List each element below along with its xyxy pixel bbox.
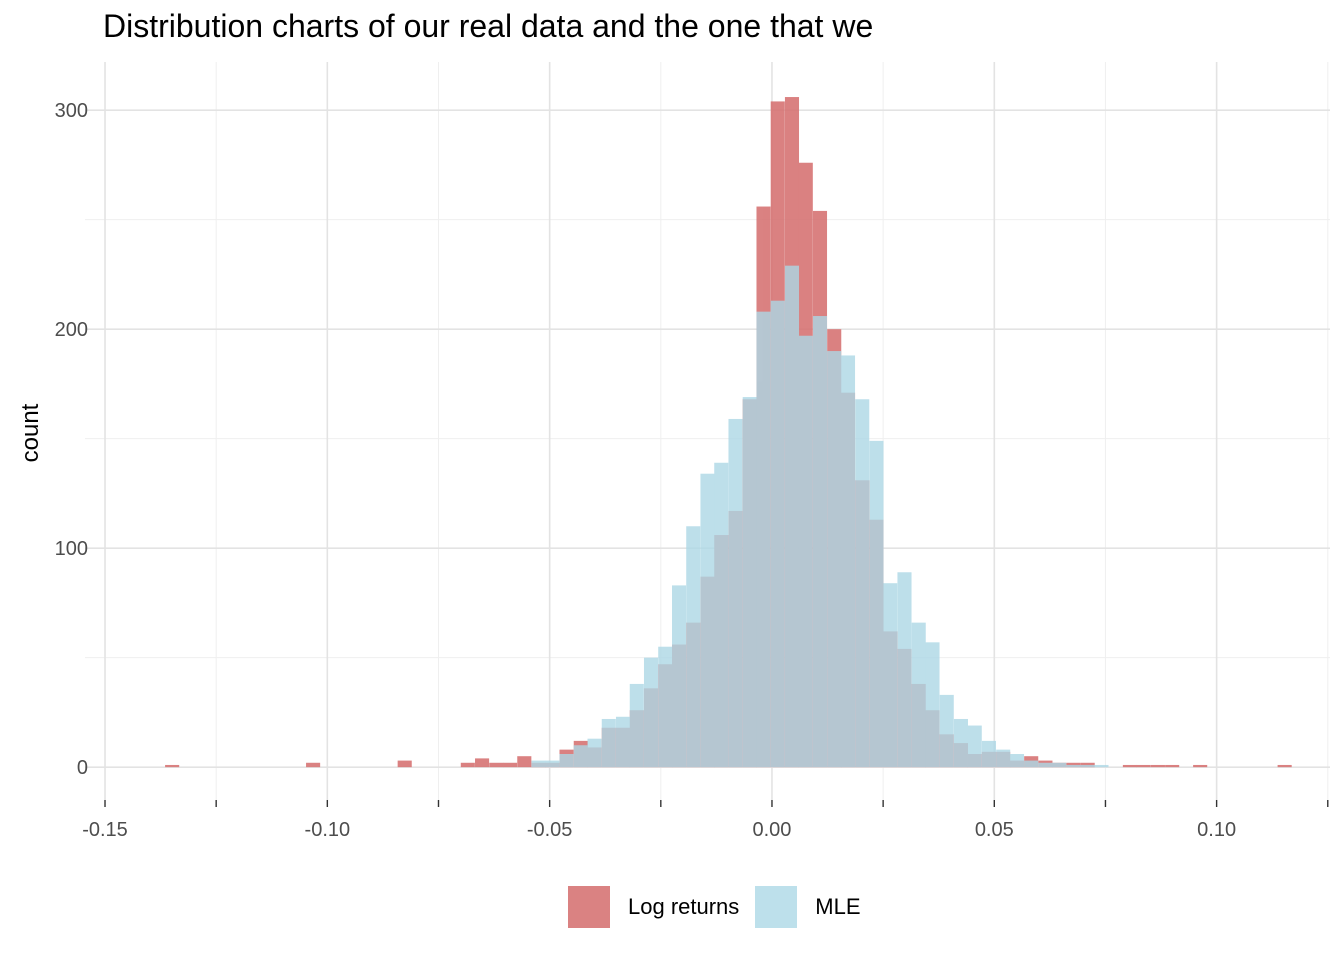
mle-bar [1038,762,1053,768]
y-axis-title: count [17,403,44,462]
log-returns-bar [503,762,518,768]
x-tick-labels: -0.15 -0.10 -0.05 0.00 0.05 0.10 [82,819,1236,841]
log-returns-bar [397,760,412,768]
log-returns-bar [1165,764,1180,768]
mle-bar [573,745,588,768]
mle-bar [629,683,644,768]
log-returns-bar [165,764,180,768]
y-tick-label: 100 [55,538,88,560]
mle-bar [953,718,968,768]
x-tick-label: 0.00 [753,819,792,841]
mle-bar [798,335,813,768]
minor-gridlines [85,62,1330,800]
mle-bar [742,397,757,768]
log-returns-bar [460,762,475,768]
log-returns-bar [1136,764,1151,768]
x-tick-label: 0.10 [1197,819,1236,841]
log-returns-bars [165,97,1292,768]
y-tick-label: 300 [55,100,88,122]
mle-bar [728,418,743,768]
x-tick-label: 0.05 [975,819,1014,841]
mle-bar [700,473,715,768]
mle-bar [939,694,954,768]
mle-bar [840,355,856,768]
mle-bar [996,749,1011,768]
log-returns-bar [1122,764,1137,768]
log-returns-bar [1150,764,1165,768]
mle-bar [559,754,574,768]
mle-bar [911,622,926,768]
log-returns-bar [306,762,321,768]
mle-bar [658,646,673,768]
y-tick-label: 200 [55,319,88,341]
legend-item-mle: MLE [755,886,861,928]
legend-label-log-returns: Log returns [628,894,740,919]
legend-key-log-returns [568,886,610,928]
mle-bar [671,585,687,768]
mle-bar [1052,762,1067,768]
mle-bar [1094,764,1109,768]
mle-bar [615,716,631,768]
mle-bar [812,316,828,768]
legend-label-mle: MLE [815,894,861,919]
mle-bar [784,265,800,768]
mle-bar [981,740,997,768]
mle-bar [897,572,912,768]
y-tick-labels: 0 100 200 300 [55,100,88,779]
mle-bar [869,440,884,768]
log-returns-bar [517,756,532,768]
major-gridlines [85,62,1330,800]
mle-bar [827,351,842,768]
log-returns-bar [475,758,490,768]
chart-title: Distribution charts of our real data and… [103,8,874,44]
legend-key-mle [755,886,798,928]
mle-bar [1080,764,1095,768]
log-returns-bar [1277,764,1292,768]
mle-bar [686,526,701,768]
x-tick-label: -0.10 [305,819,351,841]
axis-ticks [104,800,1329,807]
y-tick-label: 0 [77,757,88,779]
mle-bar [531,760,546,768]
mle-bar [1066,764,1081,768]
mle-bar [883,583,898,768]
mle-bar [756,311,771,768]
mle-bar [1009,754,1025,768]
log-returns-bar [489,762,504,768]
mle-bar [855,399,870,768]
x-tick-label: -0.15 [82,819,128,841]
mle-bar [587,738,602,768]
mle-bar [714,462,729,768]
mle-bar [770,300,785,768]
mle-bar [1024,760,1039,768]
mle-bar [967,725,982,768]
mle-bar [545,760,560,768]
x-tick-label: -0.05 [527,819,573,841]
mle-bar [643,657,659,768]
mle-bar [925,642,940,768]
mle-bars [531,265,1109,768]
legend-item-log-returns: Log returns [568,886,739,928]
mle-bar [601,718,616,768]
log-returns-bar [1193,764,1208,768]
legend: Log returns MLE [568,886,877,928]
